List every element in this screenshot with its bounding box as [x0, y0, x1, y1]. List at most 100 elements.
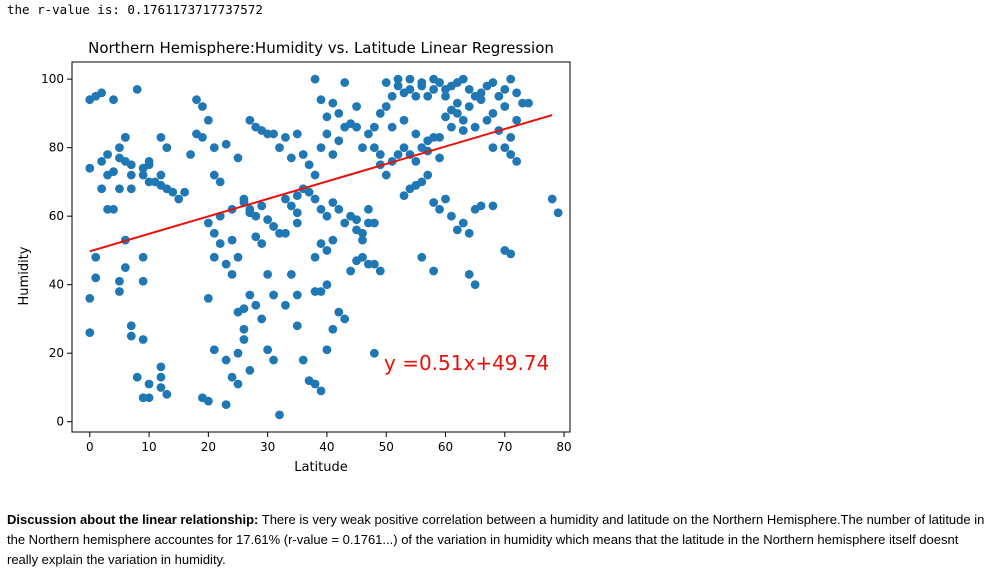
- y-tick-label: 60: [49, 209, 64, 223]
- data-point: [85, 293, 95, 303]
- data-point: [221, 139, 231, 149]
- data-point: [322, 112, 332, 122]
- data-point: [417, 252, 427, 262]
- x-tick-label: 30: [260, 440, 275, 454]
- plot-frame: [71, 61, 571, 433]
- y-tick-label: 80: [49, 141, 64, 155]
- data-point: [227, 372, 237, 382]
- data-point: [292, 321, 302, 331]
- data-point: [115, 287, 124, 296]
- data-point: [168, 187, 178, 197]
- data-point: [209, 170, 219, 180]
- data-point: [257, 201, 267, 211]
- data-point: [429, 266, 439, 276]
- data-point: [310, 379, 320, 389]
- data-point: [85, 163, 95, 173]
- data-point: [126, 321, 136, 331]
- data-point: [281, 132, 290, 142]
- data-point: [162, 143, 172, 153]
- regression-line: [89, 114, 553, 253]
- data-point: [328, 324, 338, 334]
- data-point: [281, 300, 290, 310]
- data-point: [115, 184, 124, 194]
- data-point: [144, 393, 154, 403]
- data-point: [292, 129, 302, 139]
- data-point: [316, 386, 326, 396]
- data-point: [292, 208, 302, 218]
- data-point: [464, 85, 474, 94]
- data-point: [286, 201, 296, 211]
- data-point: [192, 95, 201, 105]
- data-point: [144, 156, 154, 166]
- data-point: [334, 307, 344, 317]
- discussion-label: Discussion about the linear relationship…: [7, 512, 259, 527]
- data-point: [352, 102, 361, 111]
- data-point: [429, 198, 439, 207]
- data-point: [506, 249, 516, 259]
- data-point: [310, 74, 320, 84]
- data-point: [464, 228, 474, 238]
- data-point: [120, 132, 130, 142]
- data-point: [375, 266, 385, 276]
- data-point: [429, 132, 439, 142]
- data-point: [358, 143, 367, 153]
- data-point: [452, 225, 462, 235]
- data-point: [381, 170, 391, 180]
- data-point: [245, 365, 255, 375]
- data-point: [411, 156, 421, 166]
- data-point: [126, 184, 136, 194]
- data-point: [239, 335, 249, 344]
- data-point: [209, 345, 219, 355]
- data-point: [476, 88, 486, 98]
- data-point: [476, 95, 486, 105]
- data-point: [488, 201, 498, 211]
- data-point: [506, 132, 516, 142]
- data-point: [310, 170, 320, 180]
- data-point: [310, 194, 320, 204]
- data-point: [174, 194, 184, 204]
- data-point: [263, 270, 273, 279]
- data-point: [144, 379, 154, 389]
- data-point: [298, 150, 308, 159]
- data-point: [393, 81, 403, 91]
- data-point: [292, 218, 302, 228]
- data-point: [269, 290, 278, 300]
- data-point: [281, 194, 290, 204]
- data-point: [506, 150, 516, 159]
- data-point: [138, 335, 148, 344]
- data-point: [126, 331, 136, 341]
- data-point: [447, 105, 456, 115]
- data-point: [369, 122, 379, 132]
- data-point: [512, 156, 522, 166]
- data-point: [292, 290, 302, 300]
- data-point: [322, 246, 332, 255]
- data-point: [435, 153, 444, 163]
- x-tick-label: 80: [556, 440, 571, 454]
- data-point: [109, 95, 118, 105]
- data-point: [447, 122, 456, 132]
- data-point: [251, 232, 261, 242]
- data-point: [126, 160, 136, 170]
- data-point: [156, 170, 166, 180]
- scatter-chart: Northern Hemisphere:Humidity vs. Latitud…: [17, 39, 572, 475]
- data-point: [97, 88, 107, 98]
- data-point: [464, 270, 474, 279]
- data-point: [358, 228, 367, 238]
- data-point: [203, 115, 213, 125]
- data-point: [209, 252, 219, 262]
- data-point: [346, 266, 356, 276]
- data-point: [500, 143, 510, 153]
- data-point: [203, 218, 213, 228]
- x-axis-label: Latitude: [294, 460, 348, 475]
- data-point: [441, 91, 450, 101]
- data-point: [435, 204, 444, 214]
- x-tick-label: 0: [86, 440, 94, 454]
- data-point: [132, 372, 142, 382]
- data-point: [358, 235, 367, 245]
- data-point: [470, 122, 480, 132]
- data-point: [316, 287, 326, 296]
- data-point: [233, 153, 243, 163]
- data-point: [275, 410, 284, 420]
- data-point: [340, 78, 350, 87]
- y-tick-label: 40: [49, 278, 64, 292]
